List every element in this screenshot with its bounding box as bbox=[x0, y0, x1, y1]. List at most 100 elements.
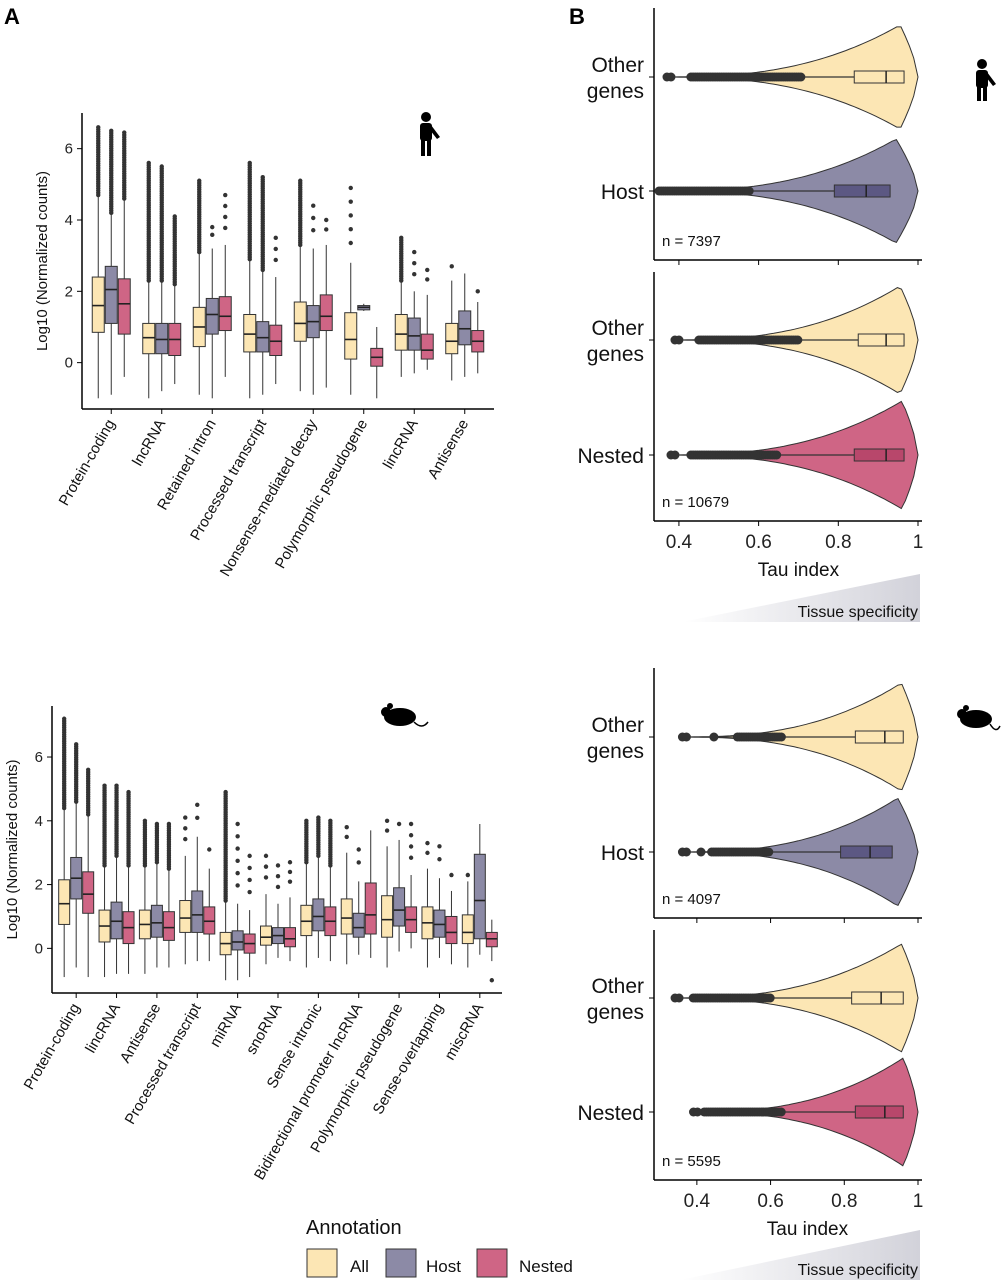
box-body bbox=[191, 890, 204, 933]
outlier-point bbox=[142, 863, 148, 868]
x-tick-label: Nonsense-mediated decay bbox=[217, 416, 321, 579]
box-nested bbox=[122, 789, 135, 974]
outlier-band bbox=[686, 450, 782, 460]
outlier-point bbox=[670, 450, 680, 460]
box-nested bbox=[319, 217, 333, 388]
y-tick-label: 0 bbox=[35, 940, 43, 957]
box-nested bbox=[284, 860, 296, 962]
outlier-point bbox=[396, 821, 402, 827]
outlier-point bbox=[172, 281, 177, 287]
box-host bbox=[306, 203, 320, 395]
outlier-point bbox=[408, 821, 414, 827]
outlier-point bbox=[696, 847, 706, 857]
violin-group-label: Other bbox=[591, 54, 644, 77]
box-all bbox=[461, 872, 474, 968]
box-host bbox=[155, 164, 169, 392]
outlier-point bbox=[287, 869, 293, 875]
outlier-point bbox=[275, 874, 281, 879]
box-all bbox=[98, 783, 111, 978]
outlier-point bbox=[356, 847, 361, 852]
box-body bbox=[458, 310, 472, 346]
box-host bbox=[150, 821, 163, 968]
box-body bbox=[284, 927, 296, 948]
box-nested bbox=[364, 830, 377, 958]
box-body bbox=[155, 322, 169, 355]
x-tick-label: miscRNA bbox=[441, 1001, 487, 1064]
violin-group-label: Other bbox=[591, 317, 644, 340]
outlier-point bbox=[793, 335, 803, 345]
human-figure-icon bbox=[420, 112, 440, 156]
mouse-icon bbox=[381, 703, 429, 727]
box-body bbox=[205, 297, 219, 335]
outlier-point bbox=[109, 210, 114, 216]
outlier-point bbox=[399, 278, 404, 283]
outlier-point bbox=[85, 812, 91, 817]
box-body bbox=[231, 930, 244, 951]
outlier-point bbox=[210, 232, 215, 238]
outlier-point bbox=[437, 857, 442, 862]
outlier-point bbox=[449, 264, 454, 269]
mouse-icon-b bbox=[957, 705, 1001, 731]
outlier-point bbox=[114, 853, 119, 859]
box-all bbox=[340, 824, 353, 965]
violin-inner-box bbox=[854, 1105, 904, 1119]
violin-inner-box bbox=[857, 333, 905, 347]
violin-group-label: Other bbox=[591, 975, 644, 998]
outlier-point bbox=[263, 875, 269, 880]
outlier-point bbox=[425, 850, 430, 856]
outlier-point bbox=[197, 249, 202, 255]
violin-group-label: Nested bbox=[577, 445, 644, 468]
x-tick-label: miRNA bbox=[207, 1001, 245, 1051]
box-body bbox=[420, 333, 434, 360]
mouse-host-violin-panel: n = 4097 Other genes Host bbox=[587, 668, 922, 923]
outlier-point bbox=[316, 853, 321, 859]
box-all bbox=[243, 160, 257, 399]
outlier-point bbox=[273, 246, 278, 252]
human-nested-violin-panel: 0.4 0.6 0.8 1 Tau index n = 10679 Other genes Ne… bbox=[577, 272, 923, 581]
box-body bbox=[393, 887, 406, 927]
outlier-point bbox=[425, 277, 430, 282]
box-nested bbox=[471, 289, 485, 374]
box-all bbox=[260, 853, 272, 965]
box-body bbox=[352, 912, 365, 938]
outlier-point bbox=[311, 215, 316, 221]
box-body bbox=[260, 925, 272, 946]
outlier-point bbox=[674, 993, 684, 1003]
box-body bbox=[218, 296, 232, 332]
box-body bbox=[179, 900, 192, 933]
violin-group-label: genes bbox=[587, 740, 644, 763]
box-host bbox=[407, 249, 421, 374]
outlier-point bbox=[425, 840, 430, 846]
box-body bbox=[293, 301, 307, 342]
outlier-point bbox=[263, 864, 269, 869]
outlier-point bbox=[692, 1107, 702, 1117]
violin-inner-box bbox=[853, 70, 905, 84]
outlier-point bbox=[681, 847, 691, 857]
box-all bbox=[138, 818, 151, 974]
legend-label-all: All bbox=[350, 1257, 369, 1276]
outlier-point bbox=[489, 978, 495, 983]
legend-swatch-all bbox=[306, 1248, 338, 1278]
outlier-point bbox=[260, 267, 265, 273]
box-nested bbox=[82, 767, 95, 978]
outlier-point bbox=[126, 863, 131, 868]
box-body bbox=[340, 898, 353, 935]
panel-label-b: B bbox=[569, 4, 585, 29]
outlier-point bbox=[263, 853, 269, 859]
outlier-point bbox=[102, 863, 107, 868]
box-body bbox=[445, 915, 458, 945]
sample-size-label: n = 5595 bbox=[662, 1153, 721, 1170]
outlier-point bbox=[166, 866, 172, 871]
x-tick-label: Polymorphic pseudogene bbox=[272, 417, 371, 572]
tissue-specificity-gradient-mouse: Tissue specificity bbox=[680, 1230, 920, 1280]
box-nested bbox=[420, 267, 434, 370]
outlier-point bbox=[223, 898, 228, 903]
box-body bbox=[473, 853, 486, 940]
box-host bbox=[357, 303, 371, 311]
outlier-point bbox=[275, 863, 281, 868]
outlier-point bbox=[311, 228, 316, 233]
outlier-point bbox=[465, 872, 471, 878]
outlier-point bbox=[765, 993, 775, 1003]
panel-label-a: A bbox=[4, 4, 20, 29]
